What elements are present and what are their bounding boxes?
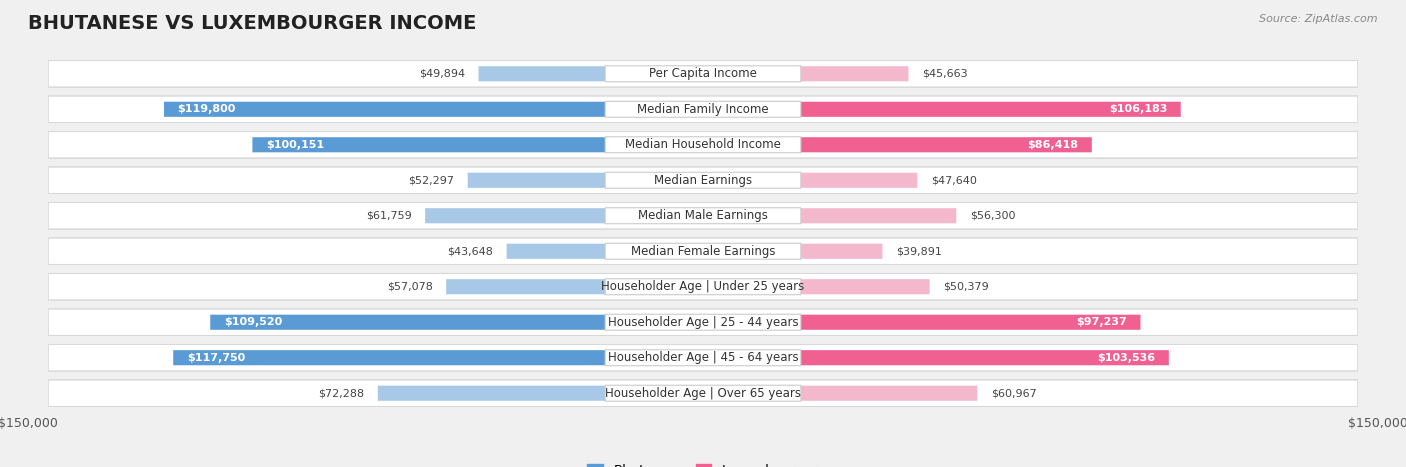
Text: BHUTANESE VS LUXEMBOURGER INCOME: BHUTANESE VS LUXEMBOURGER INCOME bbox=[28, 14, 477, 33]
FancyBboxPatch shape bbox=[468, 173, 703, 188]
FancyBboxPatch shape bbox=[478, 66, 703, 81]
FancyBboxPatch shape bbox=[48, 60, 1358, 87]
Text: Householder Age | Over 65 years: Householder Age | Over 65 years bbox=[605, 387, 801, 400]
Text: $61,759: $61,759 bbox=[366, 211, 412, 221]
FancyBboxPatch shape bbox=[703, 244, 883, 259]
FancyBboxPatch shape bbox=[48, 380, 1358, 407]
FancyBboxPatch shape bbox=[703, 102, 1181, 117]
Text: $47,640: $47,640 bbox=[931, 175, 977, 185]
Text: Householder Age | 45 - 64 years: Householder Age | 45 - 64 years bbox=[607, 351, 799, 364]
Text: Householder Age | Under 25 years: Householder Age | Under 25 years bbox=[602, 280, 804, 293]
Text: Median Household Income: Median Household Income bbox=[626, 138, 780, 151]
Text: $57,078: $57,078 bbox=[387, 282, 433, 292]
FancyBboxPatch shape bbox=[703, 208, 956, 223]
FancyBboxPatch shape bbox=[48, 96, 1358, 123]
FancyBboxPatch shape bbox=[48, 203, 1358, 229]
FancyBboxPatch shape bbox=[506, 244, 703, 259]
FancyBboxPatch shape bbox=[48, 132, 1358, 158]
Text: $86,418: $86,418 bbox=[1028, 140, 1078, 150]
Text: Source: ZipAtlas.com: Source: ZipAtlas.com bbox=[1260, 14, 1378, 24]
Text: $60,967: $60,967 bbox=[991, 388, 1036, 398]
FancyBboxPatch shape bbox=[48, 380, 1358, 406]
FancyBboxPatch shape bbox=[48, 238, 1358, 265]
FancyBboxPatch shape bbox=[425, 208, 703, 223]
FancyBboxPatch shape bbox=[605, 314, 801, 330]
Text: $97,237: $97,237 bbox=[1076, 317, 1128, 327]
Text: $43,648: $43,648 bbox=[447, 246, 494, 256]
Text: $39,891: $39,891 bbox=[896, 246, 942, 256]
Text: $106,183: $106,183 bbox=[1109, 104, 1167, 114]
FancyBboxPatch shape bbox=[48, 274, 1358, 300]
Text: Median Female Earnings: Median Female Earnings bbox=[631, 245, 775, 258]
FancyBboxPatch shape bbox=[48, 345, 1358, 371]
FancyBboxPatch shape bbox=[605, 279, 801, 295]
Text: $119,800: $119,800 bbox=[177, 104, 236, 114]
FancyBboxPatch shape bbox=[703, 279, 929, 294]
FancyBboxPatch shape bbox=[703, 137, 1092, 152]
FancyBboxPatch shape bbox=[173, 350, 703, 365]
FancyBboxPatch shape bbox=[703, 66, 908, 81]
Text: Median Family Income: Median Family Income bbox=[637, 103, 769, 116]
FancyBboxPatch shape bbox=[605, 137, 801, 153]
Text: $56,300: $56,300 bbox=[970, 211, 1015, 221]
FancyBboxPatch shape bbox=[48, 131, 1358, 158]
FancyBboxPatch shape bbox=[703, 386, 977, 401]
FancyBboxPatch shape bbox=[605, 243, 801, 259]
Text: $100,151: $100,151 bbox=[266, 140, 323, 150]
FancyBboxPatch shape bbox=[446, 279, 703, 294]
FancyBboxPatch shape bbox=[703, 350, 1168, 365]
Text: $109,520: $109,520 bbox=[224, 317, 283, 327]
FancyBboxPatch shape bbox=[605, 101, 801, 117]
FancyBboxPatch shape bbox=[48, 273, 1358, 300]
FancyBboxPatch shape bbox=[48, 344, 1358, 371]
FancyBboxPatch shape bbox=[378, 386, 703, 401]
FancyBboxPatch shape bbox=[165, 102, 703, 117]
FancyBboxPatch shape bbox=[605, 350, 801, 366]
Text: $103,536: $103,536 bbox=[1097, 353, 1156, 363]
FancyBboxPatch shape bbox=[605, 172, 801, 188]
Text: $117,750: $117,750 bbox=[187, 353, 245, 363]
Text: $50,379: $50,379 bbox=[943, 282, 988, 292]
FancyBboxPatch shape bbox=[48, 167, 1358, 194]
Text: $72,288: $72,288 bbox=[318, 388, 364, 398]
FancyBboxPatch shape bbox=[48, 309, 1358, 336]
FancyBboxPatch shape bbox=[605, 66, 801, 82]
FancyBboxPatch shape bbox=[253, 137, 703, 152]
Text: $49,894: $49,894 bbox=[419, 69, 465, 79]
FancyBboxPatch shape bbox=[48, 238, 1358, 264]
FancyBboxPatch shape bbox=[703, 315, 1140, 330]
Text: Median Male Earnings: Median Male Earnings bbox=[638, 209, 768, 222]
FancyBboxPatch shape bbox=[48, 167, 1358, 193]
FancyBboxPatch shape bbox=[48, 96, 1358, 122]
Text: Householder Age | 25 - 44 years: Householder Age | 25 - 44 years bbox=[607, 316, 799, 329]
FancyBboxPatch shape bbox=[48, 61, 1358, 87]
FancyBboxPatch shape bbox=[703, 173, 917, 188]
FancyBboxPatch shape bbox=[211, 315, 703, 330]
Text: Per Capita Income: Per Capita Income bbox=[650, 67, 756, 80]
Text: Median Earnings: Median Earnings bbox=[654, 174, 752, 187]
FancyBboxPatch shape bbox=[48, 202, 1358, 229]
FancyBboxPatch shape bbox=[48, 309, 1358, 335]
FancyBboxPatch shape bbox=[605, 385, 801, 401]
Legend: Bhutanese, Luxembourger: Bhutanese, Luxembourger bbox=[582, 459, 824, 467]
Text: $52,297: $52,297 bbox=[408, 175, 454, 185]
FancyBboxPatch shape bbox=[605, 208, 801, 224]
Text: $45,663: $45,663 bbox=[922, 69, 967, 79]
